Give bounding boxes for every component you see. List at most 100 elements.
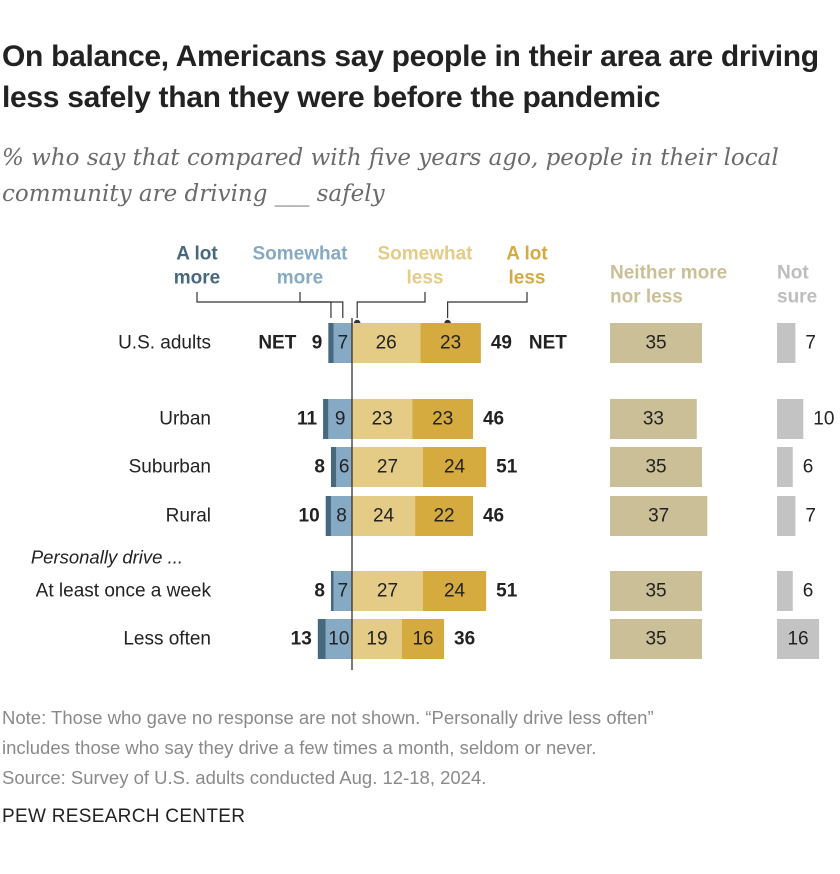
legend-leader-a-lot-less xyxy=(447,292,528,318)
value-somewhat-less: 27 xyxy=(377,581,398,602)
value-not-sure: 6 xyxy=(803,581,814,602)
bar-not-sure xyxy=(777,399,804,439)
note-line: includes those who say they drive a few … xyxy=(2,737,597,758)
net-more-value: 8 xyxy=(314,457,325,478)
legend-leader-somewhat-more xyxy=(299,292,344,318)
diverging-bar-chart: A lot more Somewhat more Somewhat less A lot le… xyxy=(31,244,834,670)
legend-label-neither: nor less xyxy=(610,287,683,308)
net-less-value: 51 xyxy=(496,457,518,478)
value-neither: 35 xyxy=(645,333,666,354)
value-not-sure: 7 xyxy=(805,506,816,527)
net-less-value: 36 xyxy=(454,629,475,650)
net-more-value: 9 xyxy=(312,333,323,354)
bar-neither xyxy=(610,496,708,536)
legend-label-neither: Neither more xyxy=(610,263,727,284)
bar-somewhat-less xyxy=(352,496,416,536)
bar-not-sure xyxy=(777,496,796,536)
row-label: Urban xyxy=(159,409,211,430)
bar-not-sure xyxy=(777,447,793,487)
bar-neither xyxy=(610,399,697,439)
value-somewhat-more: 6 xyxy=(339,457,350,478)
value-somewhat-more: 10 xyxy=(328,629,349,650)
row-label: At least once a week xyxy=(36,581,212,602)
bar-neither xyxy=(610,619,703,659)
bar-a-lot-more xyxy=(328,323,334,363)
legend-label-a-lot-less: A lot xyxy=(506,244,548,265)
value-a-lot-less: 16 xyxy=(412,629,433,650)
value-somewhat-more: 7 xyxy=(338,581,349,602)
net-less-value: 49 xyxy=(491,333,512,354)
value-a-lot-less: 23 xyxy=(440,333,461,354)
legend-label-somewhat-less: less xyxy=(407,268,444,289)
net-more-value: 11 xyxy=(297,409,318,430)
chart-subtitle: % who say that compared with five years … xyxy=(2,145,779,207)
bar-a-lot-less xyxy=(420,323,481,363)
net-label: NET xyxy=(529,333,567,354)
bar-a-lot-more xyxy=(317,619,326,659)
bar-somewhat-less xyxy=(352,323,421,363)
value-neither: 37 xyxy=(648,506,669,527)
note-line: Note: Those who gave no response are not… xyxy=(2,707,654,728)
bar-somewhat-less xyxy=(352,447,424,487)
value-somewhat-less: 19 xyxy=(366,629,387,650)
value-a-lot-less: 24 xyxy=(444,457,466,478)
value-neither: 35 xyxy=(645,457,666,478)
net-more-value: 8 xyxy=(314,581,325,602)
legend-label-a-lot-less: less xyxy=(509,268,546,289)
bar-somewhat-more xyxy=(333,571,352,611)
value-somewhat-more: 8 xyxy=(336,506,347,527)
legend-label-somewhat-more: Somewhat xyxy=(252,244,348,265)
value-a-lot-less: 22 xyxy=(433,506,454,527)
group-heading: Personally drive ... xyxy=(31,547,183,568)
net-less-value: 51 xyxy=(496,581,518,602)
bar-somewhat-less xyxy=(352,619,402,659)
bar-neither xyxy=(610,571,703,611)
legend-label-a-lot-more: A lot xyxy=(176,244,218,265)
bar-a-lot-less xyxy=(401,619,445,659)
bar-not-sure xyxy=(777,571,793,611)
bar-a-lot-less xyxy=(415,496,473,536)
bar-somewhat-more xyxy=(333,323,352,363)
chart-title: On balance, Americans say people in thei… xyxy=(2,40,819,114)
row-label: U.S. adults xyxy=(118,333,211,354)
value-somewhat-less: 27 xyxy=(377,457,398,478)
bar-a-lot-less xyxy=(423,571,487,611)
row-label: Less often xyxy=(123,629,211,650)
value-somewhat-more: 7 xyxy=(338,333,349,354)
bar-somewhat-more xyxy=(325,619,352,659)
value-a-lot-less: 23 xyxy=(432,409,453,430)
bar-a-lot-more xyxy=(325,496,331,536)
row-label: Rural xyxy=(166,506,211,527)
bar-not-sure xyxy=(777,323,796,363)
bar-somewhat-more xyxy=(330,496,352,536)
legend-leader-a-lot-more xyxy=(196,292,332,318)
bar-neither xyxy=(610,447,703,487)
brand-logo-text: PEW RESEARCH CENTER xyxy=(2,806,246,827)
net-more-value: 13 xyxy=(291,629,312,650)
source-line: Source: Survey of U.S. adults conducted … xyxy=(2,767,487,788)
value-somewhat-more: 9 xyxy=(335,409,346,430)
bar-somewhat-less xyxy=(352,571,424,611)
chart-note: Note: Those who gave no response are not… xyxy=(2,703,838,793)
bar-somewhat-less xyxy=(352,399,413,439)
net-less-value: 46 xyxy=(483,409,504,430)
value-somewhat-less: 24 xyxy=(373,506,395,527)
legend-leader-somewhat-less xyxy=(356,292,426,318)
value-not-sure: 7 xyxy=(805,333,816,354)
value-not-sure: 10 xyxy=(813,409,834,430)
value-somewhat-less: 26 xyxy=(376,333,397,354)
value-neither: 35 xyxy=(645,629,666,650)
bar-a-lot-more xyxy=(330,447,337,487)
net-label: NET xyxy=(258,333,296,354)
legend-label-a-lot-more: more xyxy=(174,268,220,289)
net-more-value: 10 xyxy=(299,506,320,527)
value-neither: 35 xyxy=(645,581,666,602)
legend-label-somewhat-less: Somewhat xyxy=(377,244,473,265)
bar-a-lot-less xyxy=(423,447,487,487)
value-neither: 33 xyxy=(643,409,664,430)
bar-a-lot-less xyxy=(412,399,473,439)
bar-a-lot-more xyxy=(323,399,329,439)
value-not-sure: 6 xyxy=(803,457,814,478)
bar-not-sure xyxy=(777,619,820,659)
row-label: Suburban xyxy=(129,457,211,478)
